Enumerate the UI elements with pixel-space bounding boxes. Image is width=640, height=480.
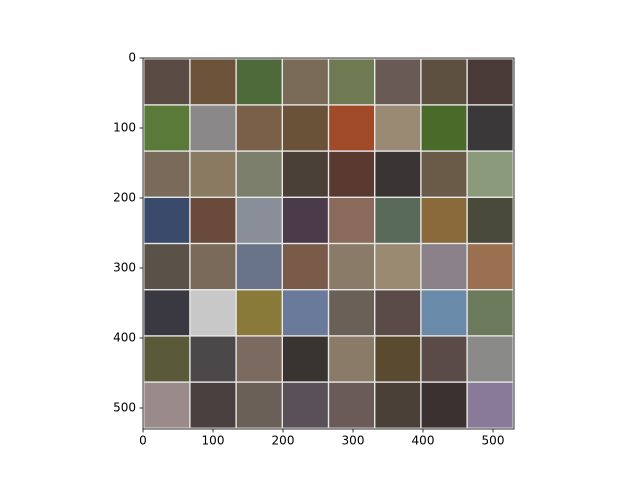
image-tile [467, 244, 513, 289]
image-tile [421, 290, 467, 336]
image-tile [283, 59, 328, 105]
image-tile [375, 151, 421, 197]
image-tile [375, 105, 421, 151]
y-tick-label: 0 [128, 51, 136, 65]
image-tile [283, 105, 328, 151]
image-tile [421, 198, 467, 243]
image-tile [467, 290, 513, 336]
image-tile [190, 290, 236, 336]
image-tile [421, 151, 467, 197]
image-tile [329, 59, 374, 105]
y-tick-label: 400 [113, 331, 136, 345]
image-tile [329, 336, 374, 382]
image-tile [467, 59, 513, 105]
image-tile [236, 105, 282, 151]
image-tile [144, 336, 190, 382]
image-tile [190, 198, 236, 243]
image-tile [283, 382, 328, 428]
image-tile [236, 336, 282, 382]
image-tile [283, 198, 328, 243]
image-tile [375, 59, 421, 105]
image-tile [190, 382, 236, 428]
image-tile [236, 198, 282, 243]
x-tick-label: 500 [482, 434, 505, 448]
image-tile [144, 105, 190, 151]
image-tile [144, 382, 190, 428]
image-tile [467, 105, 513, 151]
image-tile [467, 151, 513, 197]
axes-frame [142, 57, 515, 430]
image-tile [144, 151, 190, 197]
image-tile [421, 59, 467, 105]
image-tile [329, 290, 374, 336]
image-tile [421, 382, 467, 428]
y-tick-label: 300 [113, 261, 136, 275]
image-tile [329, 244, 374, 289]
image-tile [236, 244, 282, 289]
image-tile [283, 336, 328, 382]
y-tick-label: 500 [113, 401, 136, 415]
image-tile [190, 59, 236, 105]
image-tile [329, 105, 374, 151]
x-tick-label: 0 [139, 434, 147, 448]
image-tile [467, 198, 513, 243]
image-tile [236, 290, 282, 336]
x-tick-label: 300 [342, 434, 365, 448]
image-tile [467, 382, 513, 428]
image-tile [144, 59, 190, 105]
image-tile [421, 336, 467, 382]
image-tile [375, 290, 421, 336]
image-tile [236, 151, 282, 197]
image-tile [144, 290, 190, 336]
y-tick-label: 100 [113, 121, 136, 135]
image-tile [421, 105, 467, 151]
x-tick-label: 100 [202, 434, 225, 448]
image-tile [421, 244, 467, 289]
image-tile [283, 151, 328, 197]
image-tile [375, 336, 421, 382]
image-tile [329, 382, 374, 428]
image-tile [236, 382, 282, 428]
image-tile [375, 382, 421, 428]
image-tile [190, 151, 236, 197]
image-tile [144, 244, 190, 289]
image-tile [190, 244, 236, 289]
x-tick-label: 200 [272, 434, 295, 448]
image-tile [375, 244, 421, 289]
image-tile [190, 336, 236, 382]
x-tick-label: 400 [412, 434, 435, 448]
image-tile [467, 336, 513, 382]
image-tile [190, 105, 236, 151]
image-tile [329, 198, 374, 243]
image-tile [144, 198, 190, 243]
image-tile [283, 290, 328, 336]
image-tile [375, 198, 421, 243]
image-tile [283, 244, 328, 289]
y-tick-label: 200 [113, 191, 136, 205]
image-tile [236, 59, 282, 105]
image-tile [329, 151, 374, 197]
